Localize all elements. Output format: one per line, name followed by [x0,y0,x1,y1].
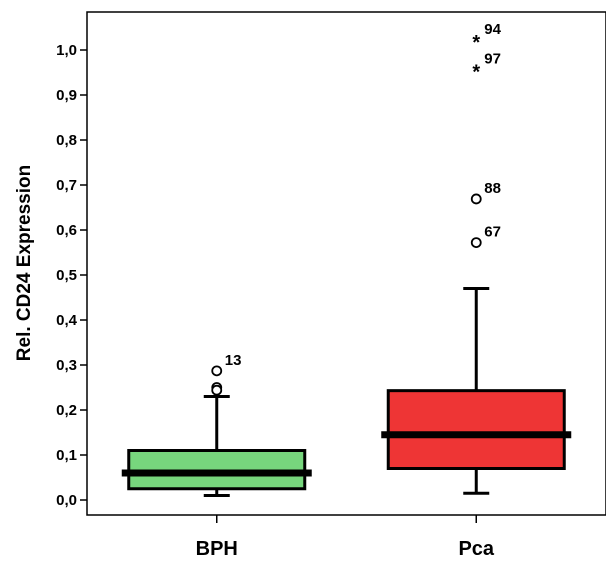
outlier-label: 94 [484,21,501,38]
y-tick-label: 0,0 [56,492,77,509]
outlier-circle [211,384,223,396]
y-tick-label: 0,3 [56,357,77,374]
y-tick-label: 0,2 [56,402,77,419]
x-category-label-pca: Pca [458,538,494,560]
y-tick-label: 0,4 [56,312,78,329]
y-tick-label: 0,7 [56,177,77,194]
y-tick-label: 0,6 [56,222,77,239]
outlier-circle [211,365,223,377]
x-axis: BPH Pca [196,515,495,560]
outlier-label: 97 [484,50,501,67]
outlier-label: 88 [484,180,501,197]
y-tick-label: 1,0 [56,42,77,59]
outlier-circle [470,193,482,205]
y-tick-label: 0,9 [56,87,77,104]
extreme-outlier-star: * [472,32,480,54]
box-group-bph: 13 [121,352,312,497]
y-tick-label: 0,8 [56,132,77,149]
x-category-label-bph: BPH [196,538,238,560]
outlier-circle [470,237,482,249]
outlier-label: 67 [484,224,501,241]
y-axis: 0,0 0,1 0,2 0,3 0,4 0,5 0,6 0,7 0,8 0,9 1,0 [56,42,87,509]
y-tick-label: 0,1 [56,447,77,464]
y-tick-label: 0,5 [56,267,77,284]
y-axis-title: Rel. CD24 Expression [14,165,35,361]
box-iqr [386,389,566,470]
outlier-label: 13 [225,352,242,369]
extreme-outlier-star: * [472,61,480,83]
